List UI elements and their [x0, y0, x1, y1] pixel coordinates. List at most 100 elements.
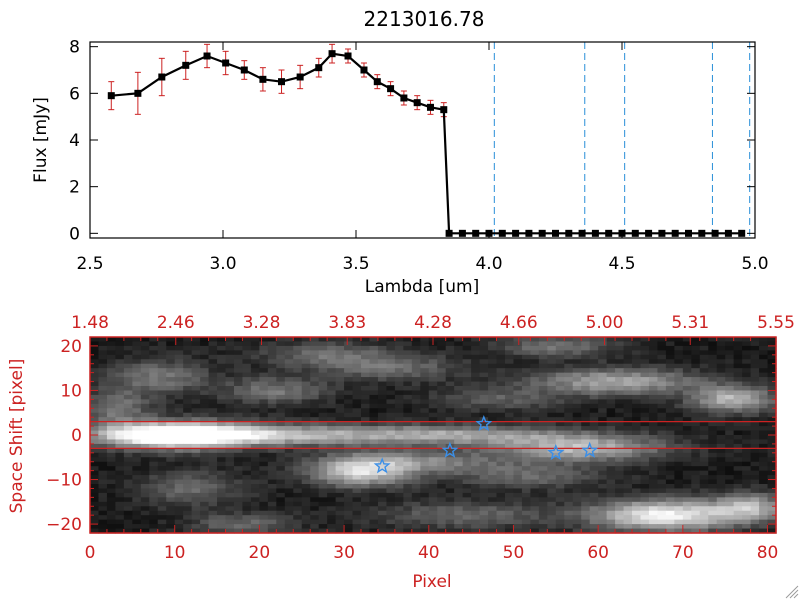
image-pixel [725, 515, 735, 521]
image-pixel [538, 426, 548, 432]
image-pixel [174, 488, 184, 494]
image-pixel [369, 417, 379, 423]
image-pixel [454, 435, 464, 441]
image-pixel [394, 528, 404, 534]
image-pixel [471, 475, 481, 481]
image-pixel [471, 426, 481, 432]
data-point [400, 94, 408, 102]
image-pixel [386, 426, 396, 432]
image-pixel [233, 452, 244, 458]
image-pixel [513, 501, 523, 507]
image-pixel [428, 452, 438, 458]
image-pixel [699, 408, 709, 414]
image-pixel [479, 524, 489, 530]
image-pixel [733, 443, 743, 449]
x-tick-label: 60 [587, 543, 609, 563]
image-pixel [530, 408, 540, 414]
image-pixel [716, 341, 726, 347]
image-pixel [759, 403, 769, 409]
image-pixel [242, 515, 252, 521]
image-pixel [259, 430, 269, 436]
image-pixel [699, 337, 709, 343]
data-point [552, 229, 559, 237]
image-pixel [513, 479, 523, 485]
image-pixel [589, 443, 599, 449]
image-pixel [733, 337, 743, 343]
image-pixel [632, 337, 642, 343]
image-pixel [657, 341, 667, 347]
image-pixel [513, 443, 523, 449]
image-pixel [335, 354, 345, 360]
image-pixel [411, 435, 421, 441]
image-pixel [767, 470, 777, 476]
image-pixel [691, 479, 701, 485]
image-pixel [174, 390, 184, 396]
image-pixel [183, 457, 193, 463]
image-pixel [149, 363, 159, 369]
image-pixel [479, 452, 489, 458]
top-tick-label: 5.55 [757, 313, 795, 333]
image-pixel [140, 461, 150, 467]
y-tick-label: −10 [46, 471, 82, 491]
image-pixel [504, 403, 515, 409]
image-pixel [657, 528, 667, 534]
image-pixel [657, 439, 667, 445]
image-pixel [318, 345, 328, 351]
image-pixel [106, 519, 117, 525]
image-pixel [530, 377, 540, 383]
image-pixel [335, 515, 345, 521]
image-pixel [217, 386, 227, 392]
image-pixel [716, 492, 726, 498]
image-pixel [564, 466, 574, 472]
image-pixel [403, 497, 413, 503]
image-pixel [191, 515, 201, 521]
image-pixel [513, 470, 523, 476]
image-pixel [615, 377, 625, 383]
image-pixel [157, 350, 167, 356]
image-pixel [149, 519, 159, 525]
image-pixel [369, 470, 379, 476]
image-pixel [488, 524, 498, 530]
image-pixel [606, 430, 616, 436]
image-pixel [217, 408, 227, 414]
image-pixel [174, 510, 184, 516]
image-pixel [742, 381, 752, 387]
image-pixel [437, 399, 447, 405]
image-pixel [369, 484, 379, 490]
resize-grip-icon[interactable] [785, 585, 799, 599]
image-pixel [674, 475, 684, 481]
image-pixel [310, 368, 320, 374]
image-pixel [428, 412, 438, 418]
image-pixel [386, 417, 396, 423]
image-pixel [606, 337, 616, 343]
image-pixel [310, 439, 320, 445]
image-pixel [191, 337, 201, 343]
image-pixel [98, 443, 108, 449]
image-pixel [674, 363, 684, 369]
image-pixel [140, 337, 150, 343]
image-pixel [225, 426, 235, 432]
image-pixel [200, 381, 210, 387]
image-pixel [149, 412, 159, 418]
image-pixel [157, 363, 167, 369]
image-pixel [648, 488, 659, 494]
image-pixel [225, 452, 235, 458]
image-pixel [665, 484, 675, 490]
image-pixel [183, 528, 193, 534]
image-pixel [344, 390, 354, 396]
image-pixel [708, 497, 718, 503]
image-pixel [572, 457, 582, 463]
image-pixel [733, 501, 743, 507]
image-pixel [598, 430, 608, 436]
image-pixel [674, 461, 684, 467]
image-pixel [132, 390, 142, 396]
image-pixel [471, 524, 481, 530]
image-pixel [437, 448, 447, 454]
image-pixel [648, 492, 659, 498]
image-pixel [437, 421, 447, 427]
image-pixel [259, 448, 269, 454]
image-pixel [233, 501, 244, 507]
image-pixel [327, 501, 337, 507]
image-pixel [310, 506, 320, 512]
image-pixel [750, 501, 760, 507]
